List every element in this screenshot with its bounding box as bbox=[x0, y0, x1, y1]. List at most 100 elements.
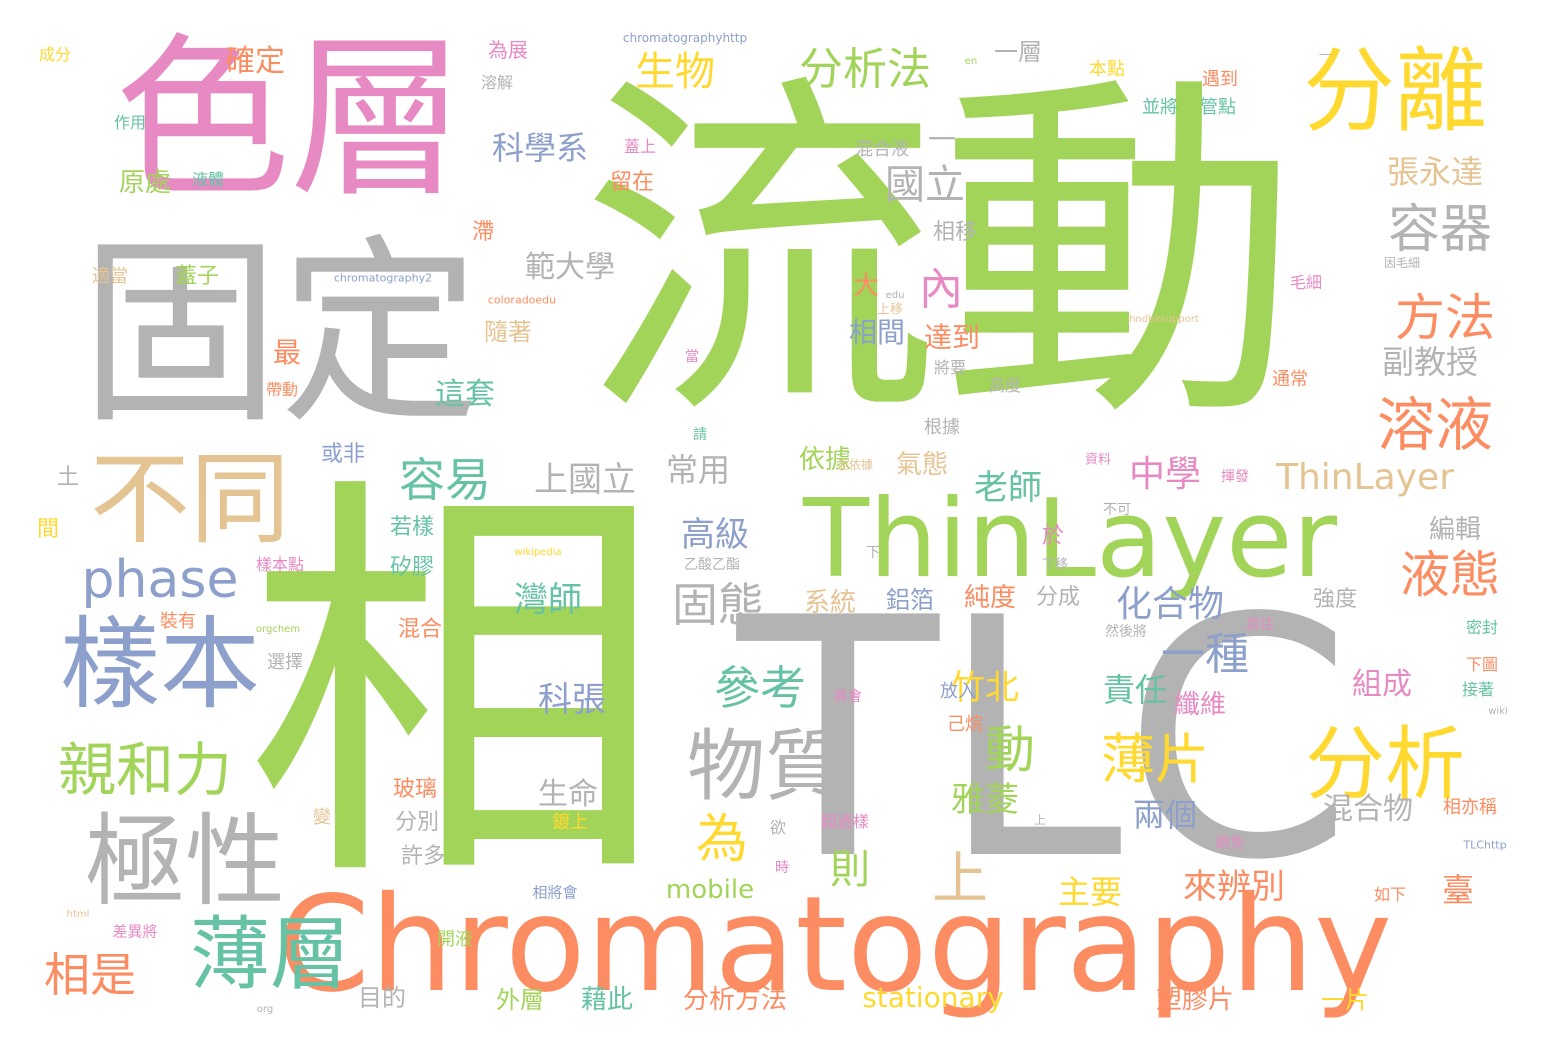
word-chengfen: 成分 bbox=[38, 45, 72, 64]
word-guijiao: 矽膠 bbox=[389, 555, 435, 580]
word-guding: 固定 bbox=[79, 218, 481, 451]
word-ziliao: 資料 bbox=[1084, 452, 1112, 468]
word-chundu: 純度 bbox=[963, 583, 1017, 613]
word-wuzhi: 物質 bbox=[686, 722, 844, 812]
word-xiangshi: 相是 bbox=[44, 948, 136, 1002]
word-chayijiang: 差異將 bbox=[112, 922, 158, 941]
word-hunhe: 混合 bbox=[397, 617, 443, 642]
word-fencheng: 分成 bbox=[1035, 585, 1081, 610]
word-bingjiang: 並將 bbox=[1142, 97, 1178, 118]
word-yi-small: 一 bbox=[1318, 48, 1332, 62]
word-chaoguoyang: 超過樣 bbox=[820, 812, 870, 831]
word-rongqi: 容器 bbox=[1387, 200, 1493, 260]
word-fenbie: 分別 bbox=[394, 810, 440, 835]
word-dang: 當 bbox=[685, 349, 699, 365]
word-ranhoujiang: 然後將 bbox=[1105, 624, 1147, 640]
word-xiayi: 下移 bbox=[1041, 557, 1069, 573]
word-guoli: 國立 bbox=[885, 162, 965, 208]
word-yuanchu: 原處 bbox=[118, 168, 172, 198]
word-jixing: 極性 bbox=[85, 803, 285, 920]
word-bimian: 避免 bbox=[1214, 833, 1246, 852]
word-huofei: 或非 bbox=[320, 442, 366, 467]
word-hndbksupport: hndbksupport bbox=[1129, 314, 1199, 325]
word-liuzai: 留在 bbox=[609, 170, 655, 195]
word-qiangdu: 強度 bbox=[1312, 587, 1358, 612]
word-yi-dash: 一 bbox=[927, 123, 957, 156]
word-wiki: wiki bbox=[1488, 706, 1508, 717]
word-da: 大 bbox=[852, 271, 880, 301]
word-yipian: 一片 bbox=[1321, 986, 1369, 1014]
word-dadao: 達到 bbox=[923, 321, 981, 354]
word-fangru: 放入 bbox=[940, 681, 976, 702]
word-kexuexi: 科學系 bbox=[491, 129, 589, 167]
word-zhi: 滯 bbox=[471, 220, 495, 245]
word-zhongxue: 中學 bbox=[1128, 454, 1202, 495]
word-fujiaoshou: 副教授 bbox=[1381, 343, 1479, 381]
word-fenxifangfa: 分析方法 bbox=[682, 985, 788, 1015]
word-phase: phase bbox=[81, 550, 239, 610]
word-coloradoedu: coloradoedu bbox=[487, 293, 557, 307]
word-chromatography2: chromatography2 bbox=[333, 271, 433, 285]
word-xiangyicheng: 相亦稱 bbox=[1443, 797, 1497, 818]
word-xuduo: 許多 bbox=[400, 844, 446, 869]
word-gaodu: 高度 bbox=[988, 376, 1022, 395]
word-bendian: 本點 bbox=[1089, 59, 1125, 80]
word-mude: 目的 bbox=[358, 984, 406, 1012]
word-mifeng: 密封 bbox=[1465, 618, 1499, 637]
word-stationary: stationary bbox=[862, 981, 1004, 1014]
word-xiang: 相 bbox=[245, 445, 665, 934]
word-jiezhe: 接著 bbox=[1461, 680, 1495, 699]
word-wanshi: 灣師 bbox=[514, 580, 582, 620]
word-org: org bbox=[256, 1004, 274, 1015]
word-edu: edu bbox=[885, 290, 905, 301]
word-queding: 確定 bbox=[225, 44, 285, 79]
word-xiangyi: 相移 bbox=[932, 220, 978, 245]
word-bianji: 編輯 bbox=[1428, 515, 1482, 545]
word-maoxi: 毛細 bbox=[1289, 273, 1323, 292]
word-jieci: 藉此 bbox=[580, 985, 634, 1015]
word-shidang: 適當 bbox=[92, 266, 128, 287]
word-shengwu: 生物 bbox=[635, 49, 715, 95]
word-jian: 間 bbox=[36, 517, 60, 542]
word-zhuyao: 主要 bbox=[1057, 873, 1123, 911]
word-thinlayer-small: ThinLayer bbox=[1276, 457, 1454, 498]
word-huifa: 揮發 bbox=[1221, 469, 1249, 485]
word-laoshi: 老師 bbox=[974, 468, 1042, 508]
word-yangben: 樣本 bbox=[60, 606, 260, 723]
word-gutai: 固態 bbox=[672, 578, 764, 632]
word-fenli: 分離 bbox=[1302, 38, 1488, 145]
word-liangge: 兩個 bbox=[1132, 796, 1198, 834]
word-waiceng: 外層 bbox=[496, 986, 544, 1014]
word-jiwan: 己烷 bbox=[947, 714, 983, 735]
word-rongyi: 容易 bbox=[399, 453, 491, 507]
word-wei: 為 bbox=[695, 810, 749, 870]
word-html: html bbox=[66, 909, 90, 920]
word-liudong: 流動 bbox=[580, 45, 1300, 464]
word-zeren: 責任 bbox=[1102, 671, 1168, 709]
word-qinheli: 親和力 bbox=[57, 736, 233, 804]
word-nei: 內 bbox=[919, 264, 963, 315]
word-kezhang: 科張 bbox=[538, 680, 606, 720]
word-zui: 最 bbox=[272, 336, 302, 369]
word-suizhe: 隨著 bbox=[484, 318, 532, 346]
word-mobile: mobile bbox=[665, 875, 755, 905]
word-yeti: 液體 bbox=[191, 170, 225, 189]
word-gaishang: 蓋上 bbox=[623, 137, 657, 156]
word-thinlayer-large: ThinLayer bbox=[803, 477, 1337, 602]
word-laibianbie: 來辨別 bbox=[1183, 867, 1285, 907]
word-ze: 則 bbox=[830, 847, 870, 893]
word-daidong: 帶動 bbox=[265, 380, 299, 399]
word-rongjie: 溶解 bbox=[480, 73, 514, 92]
word-bingyiju: 並依據 bbox=[836, 458, 874, 472]
word-qing: 請 bbox=[693, 427, 707, 443]
word-shengming: 生命 bbox=[538, 777, 598, 812]
word-bopian: 薄片 bbox=[1101, 728, 1209, 791]
word-xitong: 系統 bbox=[803, 588, 857, 618]
word-zhuangyou: 裝有 bbox=[160, 611, 196, 632]
word-fenxifa: 分析法 bbox=[799, 44, 931, 95]
word-jiangyao: 將要 bbox=[933, 358, 967, 377]
word-dushang: 鍍上 bbox=[552, 812, 588, 833]
word-yu: 於 bbox=[1041, 524, 1065, 549]
word-huahewu: 化合物 bbox=[1115, 584, 1225, 625]
word-fenxi: 分析 bbox=[1305, 718, 1465, 811]
